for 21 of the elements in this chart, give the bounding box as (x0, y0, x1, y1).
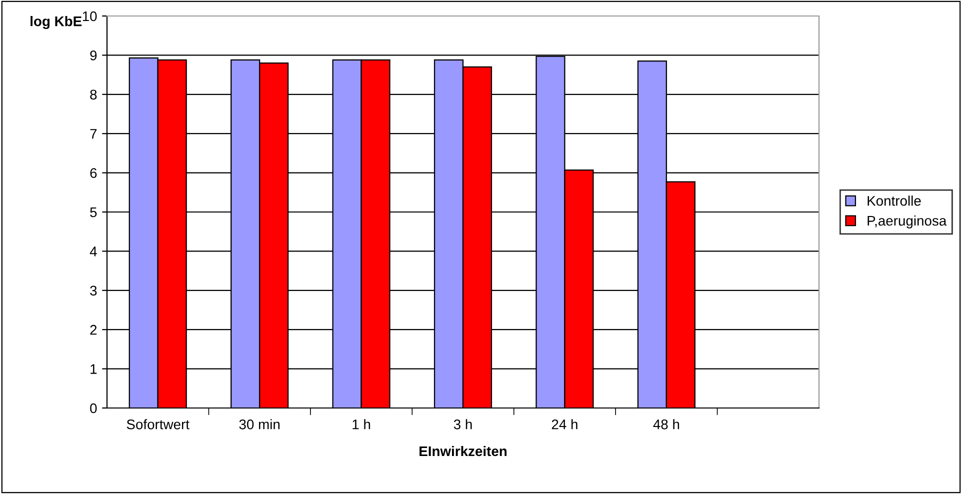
y-tick-label: 10 (82, 11, 97, 22)
x-tick-label: 30 min (239, 419, 280, 430)
y-tick-label: 4 (90, 246, 97, 256)
y-tick-label: 1 (90, 364, 97, 374)
legend-label: Kontrolle (868, 196, 921, 206)
y-tick-label: 7 (90, 129, 97, 139)
x-axis-title: EInwirkzeiten (420, 446, 507, 456)
y-tick-label: 2 (90, 324, 97, 335)
x-tick-label: 1 h (352, 419, 370, 430)
y-axis-title: log KbE (30, 16, 82, 30)
y-tick-label: 8 (90, 90, 97, 100)
legend-label: P,aeruginosa (868, 215, 947, 228)
y-tick-label: 9 (90, 50, 97, 60)
y-tick-label: 6 (90, 168, 97, 178)
y-tick-label: 5 (90, 207, 97, 218)
x-tick-label: 48 h (653, 419, 680, 430)
y-tick-label: 3 (90, 286, 97, 296)
x-tick-label: 24 h (552, 419, 578, 430)
y-tick-label: 0 (90, 403, 97, 414)
x-tick-label: 3 h (454, 419, 472, 430)
x-tick-label: Sofortwert (126, 419, 190, 430)
